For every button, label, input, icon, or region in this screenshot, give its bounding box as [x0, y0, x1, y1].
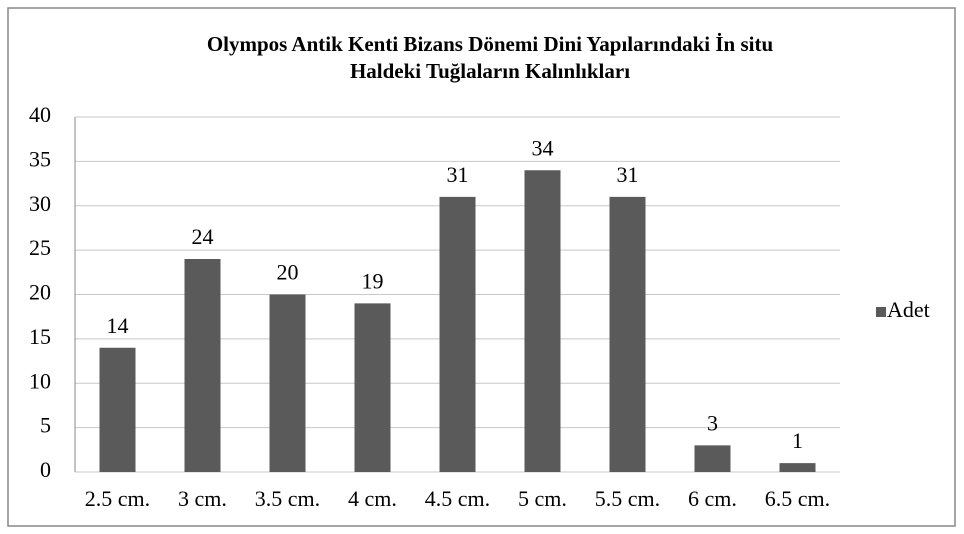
- y-tick-label: 35: [29, 146, 51, 171]
- chart-frame: [7, 7, 956, 527]
- y-tick-label: 40: [29, 102, 51, 127]
- bar: [524, 170, 561, 472]
- bar: [99, 347, 136, 472]
- chart-title: Olympos Antik Kenti Bizans Dönemi Dini Y…: [207, 32, 774, 56]
- x-tick-label: 6.5 cm.: [765, 486, 830, 511]
- y-tick-label: 0: [40, 457, 51, 482]
- x-tick-label: 6 cm.: [688, 486, 737, 511]
- data-label: 19: [362, 268, 384, 293]
- x-tick-label: 5 cm.: [518, 486, 567, 511]
- chart-title: Haldeki Tuğlaların Kalınlıkları: [350, 59, 630, 83]
- data-label: 20: [277, 260, 299, 285]
- data-label: 34: [532, 135, 554, 160]
- bar: [779, 463, 816, 472]
- y-tick-label: 25: [29, 235, 51, 260]
- y-tick-label: 20: [29, 280, 51, 305]
- x-tick-label: 4.5 cm.: [425, 486, 490, 511]
- x-tick-label: 3.5 cm.: [255, 486, 320, 511]
- bar: [184, 259, 221, 472]
- data-label: 31: [447, 162, 469, 187]
- x-tick-label: 3 cm.: [178, 486, 227, 511]
- y-tick-label: 10: [29, 368, 51, 393]
- x-tick-label: 5.5 cm.: [595, 486, 660, 511]
- data-label: 31: [617, 162, 639, 187]
- bar: [439, 196, 476, 472]
- legend-swatch: [876, 307, 886, 317]
- data-label: 1: [792, 428, 803, 453]
- y-tick-label: 15: [29, 324, 51, 349]
- legend-label: Adet: [887, 297, 930, 322]
- data-label: 3: [707, 410, 718, 435]
- data-label: 14: [107, 313, 129, 338]
- bar: [354, 303, 391, 472]
- x-tick-label: 2.5 cm.: [85, 486, 150, 511]
- bar: [269, 294, 306, 472]
- data-label: 24: [192, 224, 214, 249]
- y-tick-label: 30: [29, 191, 51, 216]
- bar: [694, 445, 731, 472]
- bar: [609, 196, 646, 472]
- x-tick-label: 4 cm.: [348, 486, 397, 511]
- y-tick-label: 5: [40, 413, 51, 438]
